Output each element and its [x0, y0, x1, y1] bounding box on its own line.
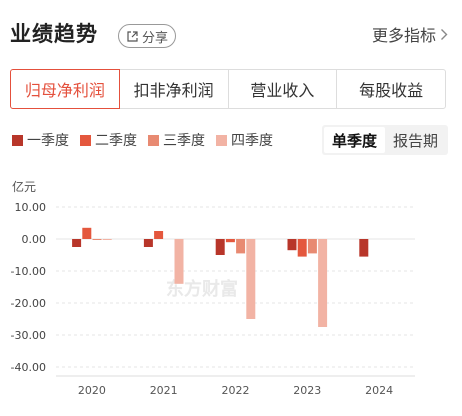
y-tick-label: -10.00: [11, 265, 46, 278]
legend-swatch-q3: [148, 134, 159, 146]
bar-2021-1[interactable]: [143, 239, 153, 247]
legend-label-q4: 四季度: [231, 133, 273, 149]
legend-label-q2: 二季度: [95, 133, 137, 149]
chart-legend: 一季度 二季度 三季度 四季度: [12, 130, 284, 150]
section-title: 业绩趋势: [10, 22, 98, 46]
bar-2022-1[interactable]: [215, 239, 225, 255]
bar-2020-2[interactable]: [82, 227, 92, 239]
share-icon: [127, 30, 138, 42]
share-button[interactable]: 分享: [118, 24, 177, 48]
legend-swatch-q4: [216, 134, 227, 146]
x-tick-label: 2023: [293, 384, 321, 397]
x-tick-label: 2022: [222, 384, 250, 397]
report-period-button[interactable]: 报告期: [392, 131, 438, 150]
legend-swatch-q1: [12, 134, 23, 146]
more-indicators-link[interactable]: 更多指标: [372, 22, 448, 46]
y-tick-label: -20.00: [11, 297, 46, 310]
tab-operating-revenue[interactable]: 营业收入: [227, 69, 338, 109]
tab-net-profit-deducted[interactable]: 扣非净利润: [118, 69, 229, 109]
legend-item-q3[interactable]: 三季度: [148, 130, 205, 150]
legend-item-q4[interactable]: 四季度: [216, 130, 273, 150]
x-tick-label: 2020: [78, 384, 106, 397]
chevron-right-icon: [441, 28, 448, 40]
bar-2020-3[interactable]: [92, 239, 102, 240]
bar-2022-2[interactable]: [225, 239, 235, 243]
bar-2022-3[interactable]: [236, 239, 246, 254]
bar-2020-4[interactable]: [102, 239, 112, 240]
tab-eps[interactable]: 每股收益: [336, 69, 446, 109]
bar-2024-1[interactable]: [359, 239, 369, 257]
y-axis-unit: 亿元: [12, 180, 37, 194]
legend-label-q3: 三季度: [163, 133, 205, 149]
legend-label-q1: 一季度: [27, 133, 69, 149]
y-tick-label: -30.00: [11, 329, 46, 342]
bar-2021-4[interactable]: [174, 239, 184, 284]
y-tick-label: 0.00: [22, 233, 47, 246]
bar-2023-1[interactable]: [287, 239, 297, 251]
bar-2021-2[interactable]: [154, 231, 164, 239]
period-toggle: 单季度 报告期: [321, 125, 448, 155]
bar-2023-2[interactable]: [297, 239, 307, 257]
tab-net-profit-attributable[interactable]: 归母净利润: [10, 69, 120, 109]
legend-item-q1[interactable]: 一季度: [12, 130, 69, 150]
bar-2020-1[interactable]: [72, 239, 82, 247]
share-label: 分享: [142, 30, 169, 46]
header: 业绩趋势 分享 更多指标: [10, 16, 448, 50]
single-quarter-button[interactable]: 单季度: [323, 127, 385, 153]
watermark: 东方财富: [166, 278, 238, 300]
x-tick-label: 2021: [150, 384, 178, 397]
bar-2022-4[interactable]: [246, 239, 256, 319]
legend-swatch-q2: [80, 134, 91, 146]
legend-item-q2[interactable]: 二季度: [80, 130, 137, 150]
bar-2023-3[interactable]: [307, 239, 317, 254]
bar-chart: 东方财富 10.00 0.00 -10.00 -20.00 -30.00 -40.00 20…: [11, 201, 415, 397]
y-tick-label: 10.00: [15, 201, 47, 214]
more-indicators-label: 更多指标: [371, 26, 436, 45]
bar-2023-4[interactable]: [318, 239, 328, 327]
y-tick-label: -40.00: [11, 361, 46, 374]
x-tick-label: 2024: [365, 384, 393, 397]
metric-tabs: 归母净利润 扣非净利润 营业收入 每股收益: [10, 69, 446, 109]
